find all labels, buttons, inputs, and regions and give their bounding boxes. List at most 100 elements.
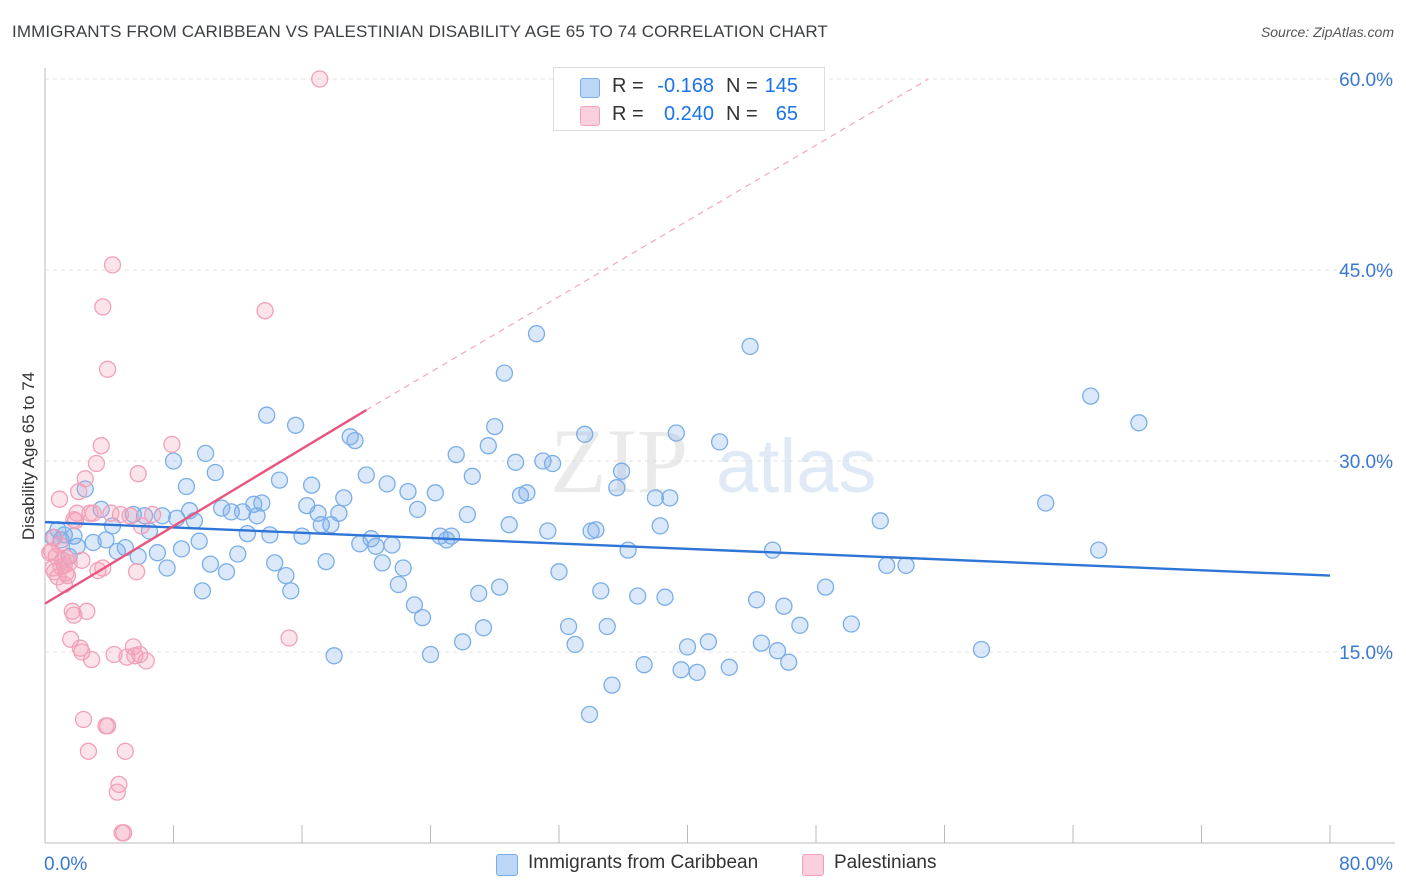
point-caribbean [97,531,115,549]
point-caribbean [871,512,889,530]
point-caribbean [629,587,647,605]
point-caribbean [1082,387,1100,405]
point-palestinian [79,742,98,760]
point-caribbean [185,512,204,530]
point-caribbean [177,477,196,496]
point-palestinian [103,256,122,274]
trend-line-extension-palestinians [365,78,929,411]
point-caribbean [399,482,417,501]
point-caribbean [217,563,236,581]
point-palestinian [105,645,123,664]
point-caribbean [394,559,412,577]
point-caribbean [592,582,610,600]
point-caribbean [587,521,605,539]
point-caribbean [330,504,348,522]
point-caribbean [1090,541,1108,559]
trend-lines [44,78,1331,605]
point-caribbean [463,467,481,485]
point-caribbean [383,536,401,554]
point-caribbean [550,563,568,581]
point-palestinian [115,824,133,842]
point-caribbean [248,507,266,525]
point-caribbean [357,466,375,484]
point-caribbean [158,559,176,577]
point-caribbean [229,545,247,563]
y-tick-label: 45.0% [1339,261,1393,282]
point-caribbean [335,489,353,507]
point-palestinian [311,70,329,88]
point-caribbean [490,578,509,596]
point-caribbean [164,452,183,470]
point-palestinian [143,505,162,524]
point-caribbean [576,425,594,443]
point-palestinian [121,507,139,525]
point-palestinian [65,606,83,624]
point-palestinian [76,470,94,488]
point-caribbean [213,499,231,517]
point-palestinian [82,650,101,669]
legend-swatch-palestinians [580,106,600,126]
point-palestinian [87,454,106,473]
point-caribbean [500,516,518,534]
point-caribbean [413,608,432,627]
point-caribbean [539,522,557,540]
point-caribbean [699,633,718,651]
point-palestinian [127,563,146,581]
point-caribbean [619,541,637,559]
watermark-atlas: atlas [716,424,877,509]
point-caribbean [612,462,631,480]
point-caribbean [897,556,915,575]
legend-swatch-palestinians [802,854,824,876]
point-palestinian [256,302,274,320]
point-caribbean [656,588,674,606]
source-label: Source: ZipAtlas.com [1260,24,1394,40]
legend-swatch-caribbean [496,854,518,876]
series-palestinians [41,70,329,842]
point-palestinian [92,437,110,455]
point-caribbean [646,489,665,507]
point-palestinian [116,742,134,760]
point-caribbean [661,489,679,507]
point-caribbean [258,406,276,424]
point-caribbean [747,591,766,609]
point-palestinian [84,504,102,522]
point-caribbean [253,494,271,512]
point-caribbean [635,656,653,674]
trend-line-caribbean [44,520,1331,577]
point-caribbean [261,526,279,544]
legend-row-caribbean: R = -0.168 N = 145 [554,72,824,100]
point-palestinian [98,360,117,378]
point-caribbean [486,417,504,436]
point-caribbean [672,661,690,679]
point-palestinian [280,629,298,647]
point-caribbean [775,597,793,615]
point-caribbean [421,645,440,664]
point-caribbean [442,527,461,545]
point-palestinian [163,435,181,454]
legend-label: Immigrants from Caribbean [528,852,759,873]
y-tick-label: 60.0% [1339,70,1393,91]
chart-title: IMMIGRANTS FROM CARIBBEAN VS PALESTINIAN… [12,22,828,41]
point-caribbean [193,582,212,600]
point-caribbean [405,596,424,614]
point-caribbean [763,541,782,559]
point-caribbean [678,638,697,656]
point-palestinian [60,554,78,572]
point-palestinian [94,298,112,316]
point-caribbean [518,484,536,502]
point-palestinian [129,465,147,483]
point-caribbean [196,444,215,463]
point-caribbean [293,527,311,545]
point-caribbean [566,635,584,654]
point-caribbean [317,552,335,571]
point-caribbean [447,445,465,464]
point-caribbean [543,454,562,473]
point-caribbean [688,663,706,682]
point-caribbean [458,505,477,524]
point-caribbean [972,640,991,659]
point-caribbean [1037,494,1055,512]
point-caribbean [791,616,809,634]
point-palestinian [110,775,128,794]
point-caribbean [302,476,321,494]
